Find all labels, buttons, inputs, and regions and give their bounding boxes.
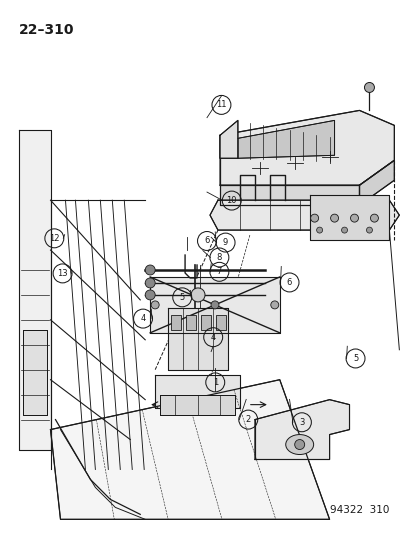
Polygon shape — [209, 200, 399, 230]
Polygon shape — [19, 131, 50, 449]
Polygon shape — [219, 110, 394, 185]
Polygon shape — [150, 277, 279, 333]
Polygon shape — [160, 394, 234, 415]
Polygon shape — [237, 120, 334, 158]
Text: 5: 5 — [352, 354, 357, 363]
Circle shape — [211, 301, 218, 309]
Circle shape — [145, 278, 155, 288]
Text: 3: 3 — [299, 418, 304, 427]
Polygon shape — [155, 375, 239, 408]
Ellipse shape — [285, 434, 313, 455]
Circle shape — [366, 227, 372, 233]
Polygon shape — [168, 308, 228, 370]
Text: 11: 11 — [216, 100, 226, 109]
Polygon shape — [219, 185, 358, 205]
Text: 4: 4 — [140, 314, 145, 323]
Text: 10: 10 — [226, 196, 236, 205]
Circle shape — [294, 440, 304, 449]
Circle shape — [350, 214, 358, 222]
Text: 13: 13 — [57, 269, 68, 278]
Polygon shape — [254, 400, 349, 459]
Text: 1: 1 — [212, 378, 217, 387]
Circle shape — [370, 214, 377, 222]
Circle shape — [151, 301, 159, 309]
Polygon shape — [50, 379, 329, 519]
Text: 12: 12 — [49, 234, 59, 243]
Polygon shape — [216, 315, 225, 330]
Circle shape — [316, 227, 322, 233]
Circle shape — [330, 214, 338, 222]
Text: 4: 4 — [210, 333, 215, 342]
Circle shape — [310, 214, 318, 222]
Circle shape — [145, 290, 155, 300]
Text: 6: 6 — [286, 278, 292, 287]
Polygon shape — [171, 315, 180, 330]
Circle shape — [341, 227, 347, 233]
Text: 94322  310: 94322 310 — [329, 505, 389, 515]
Circle shape — [190, 288, 204, 302]
Text: 22–310: 22–310 — [19, 22, 74, 37]
Text: 2: 2 — [245, 415, 250, 424]
Text: 8: 8 — [216, 253, 221, 262]
Polygon shape — [358, 160, 394, 205]
Text: 5: 5 — [179, 293, 185, 302]
Polygon shape — [185, 315, 196, 330]
Circle shape — [363, 83, 373, 92]
Circle shape — [270, 301, 278, 309]
Text: 7: 7 — [216, 268, 221, 276]
Polygon shape — [309, 195, 389, 240]
Text: 9: 9 — [223, 238, 228, 247]
Circle shape — [145, 265, 155, 275]
Polygon shape — [201, 315, 211, 330]
Polygon shape — [219, 120, 237, 158]
Text: 6: 6 — [204, 237, 209, 246]
Polygon shape — [23, 330, 46, 415]
